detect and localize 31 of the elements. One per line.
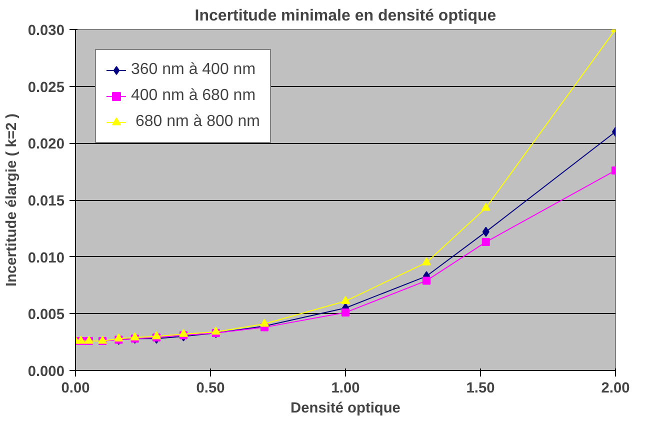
x-tick-label: 0.00: [61, 380, 90, 396]
point: [482, 238, 490, 246]
point: [422, 276, 430, 285]
x-tick-label: 0.50: [196, 380, 225, 396]
legend-label: 360 nm à 400 nm: [131, 61, 256, 79]
point: [152, 331, 161, 340]
point: [342, 308, 350, 317]
point: [481, 202, 490, 211]
point: [260, 318, 269, 327]
x-tick-label: 2.00: [601, 380, 630, 396]
y-tick-label: 0.000: [28, 364, 65, 380]
x-axis-title: Densité optique: [290, 400, 400, 416]
point: [130, 332, 140, 340]
x-tick-label: 1.50: [466, 380, 495, 396]
y-tick-label: 0.020: [28, 136, 65, 153]
y-tick-label: 0.015: [28, 194, 65, 210]
point: [341, 296, 350, 304]
point: [422, 257, 431, 266]
x-tick-label: 1.00: [331, 380, 360, 396]
point: [482, 226, 490, 237]
chart-title: Incertitude minimale en densité optique: [194, 8, 496, 24]
legend-label: 400 nm à 680 nm: [131, 87, 256, 105]
y-tick-label: 0.030: [28, 23, 65, 39]
y-tick-label: 0.010: [28, 250, 65, 266]
y-tick-label: 0.005: [28, 307, 65, 324]
y-axis-title: Incertitude élargie ( k=2 ): [4, 113, 20, 287]
point: [211, 326, 220, 335]
point: [114, 334, 124, 342]
point: [179, 329, 188, 337]
y-tick-label: 0.025: [28, 80, 65, 96]
legend-label: 680 nm à 800 nm: [134, 113, 260, 131]
